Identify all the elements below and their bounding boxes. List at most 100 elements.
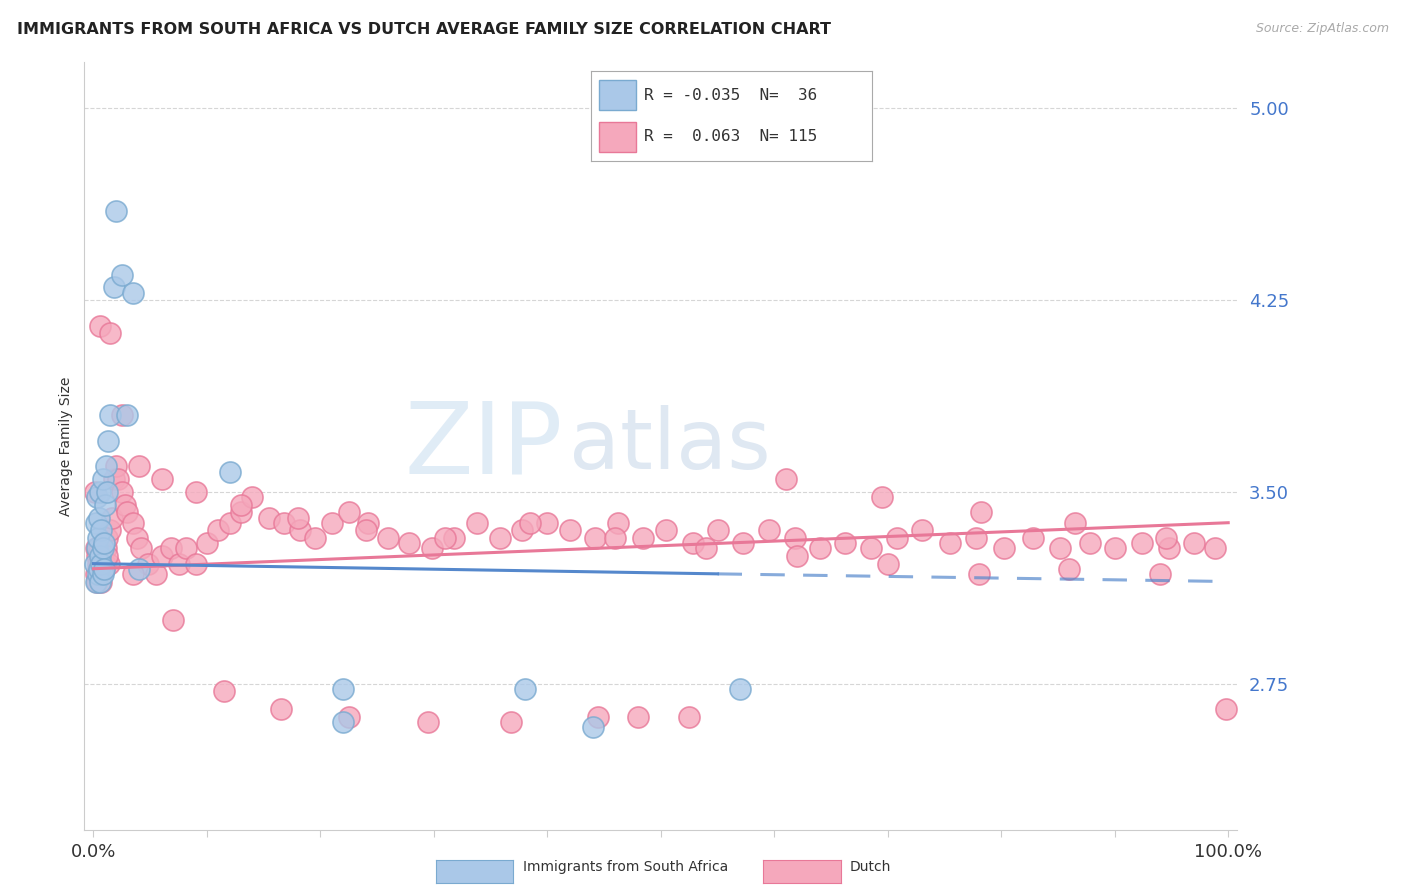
Point [1022,531,1045,545]
Y-axis label: Average Family Size: Average Family Size [59,376,73,516]
Point [93,536,115,550]
Point [218,516,240,530]
Point [90,524,112,538]
Point [176,541,198,556]
Point [91,472,114,486]
Point [84,574,107,589]
Point [886,531,908,545]
Text: Immigrants from South Africa: Immigrants from South Africa [523,860,728,874]
Point [83,485,105,500]
Point [287,510,309,524]
Point [758,524,780,538]
Point [420,541,443,556]
Point [1104,541,1126,556]
Point [536,516,558,530]
Point [93,562,115,576]
Point [87,566,110,581]
Point [84,516,107,530]
Point [89,485,111,500]
Text: IMMIGRANTS FROM SOUTH AFRICA VS DUTCH AVERAGE FAMILY SIZE CORRELATION CHART: IMMIGRANTS FROM SOUTH AFRICA VS DUTCH AV… [17,22,831,37]
Point [207,524,229,538]
Point [103,472,125,486]
Point [89,549,111,563]
Point [993,541,1015,556]
Point [939,536,962,550]
Point [128,562,150,576]
Point [229,506,252,520]
Point [94,498,117,512]
Point [184,485,207,500]
Point [89,318,111,333]
Point [808,541,831,556]
Point [212,684,235,698]
Point [114,498,136,512]
Point [86,490,108,504]
Point [98,557,121,571]
Point [86,549,108,563]
Point [87,557,110,571]
Point [111,485,134,500]
Point [229,498,252,512]
Point [89,574,111,589]
Point [834,536,856,550]
Point [695,541,717,556]
Point [1154,531,1177,545]
FancyBboxPatch shape [599,80,636,110]
Point [218,465,240,479]
Point [90,574,112,589]
Point [97,434,120,448]
Point [107,472,129,486]
Point [682,536,704,550]
Point [443,531,465,545]
Point [588,710,610,724]
Point [87,541,110,556]
Point [94,557,117,571]
Point [398,536,420,550]
Point [1204,541,1226,556]
Point [288,524,311,538]
Point [122,566,145,581]
Point [105,203,128,218]
Point [184,557,207,571]
Point [122,516,145,530]
Point [332,681,354,696]
Point [93,562,115,576]
Point [354,524,377,538]
Point [91,566,114,581]
Point [775,472,797,486]
Point [91,536,114,550]
Point [167,557,190,571]
Point [89,557,111,571]
Point [100,326,122,341]
Point [631,531,654,545]
Point [1159,541,1181,556]
Point [465,516,488,530]
Point [434,531,457,545]
Point [96,549,118,563]
Point [513,681,536,696]
Point [970,506,993,520]
Text: Dutch: Dutch [849,860,890,874]
Point [332,715,354,730]
Point [145,566,167,581]
Point [103,280,125,294]
Point [162,613,184,627]
Point [728,681,751,696]
Point [304,531,326,545]
Point [273,516,295,530]
Point [83,557,105,571]
Point [94,541,117,556]
Point [582,720,605,734]
Point [159,541,181,556]
Point [967,566,990,581]
Point [655,524,678,538]
Point [122,285,145,300]
Point [240,490,263,504]
Point [84,566,107,581]
Point [129,541,152,556]
Point [94,459,117,474]
Point [488,531,510,545]
Point [105,459,128,474]
Point [321,516,343,530]
Point [128,459,150,474]
